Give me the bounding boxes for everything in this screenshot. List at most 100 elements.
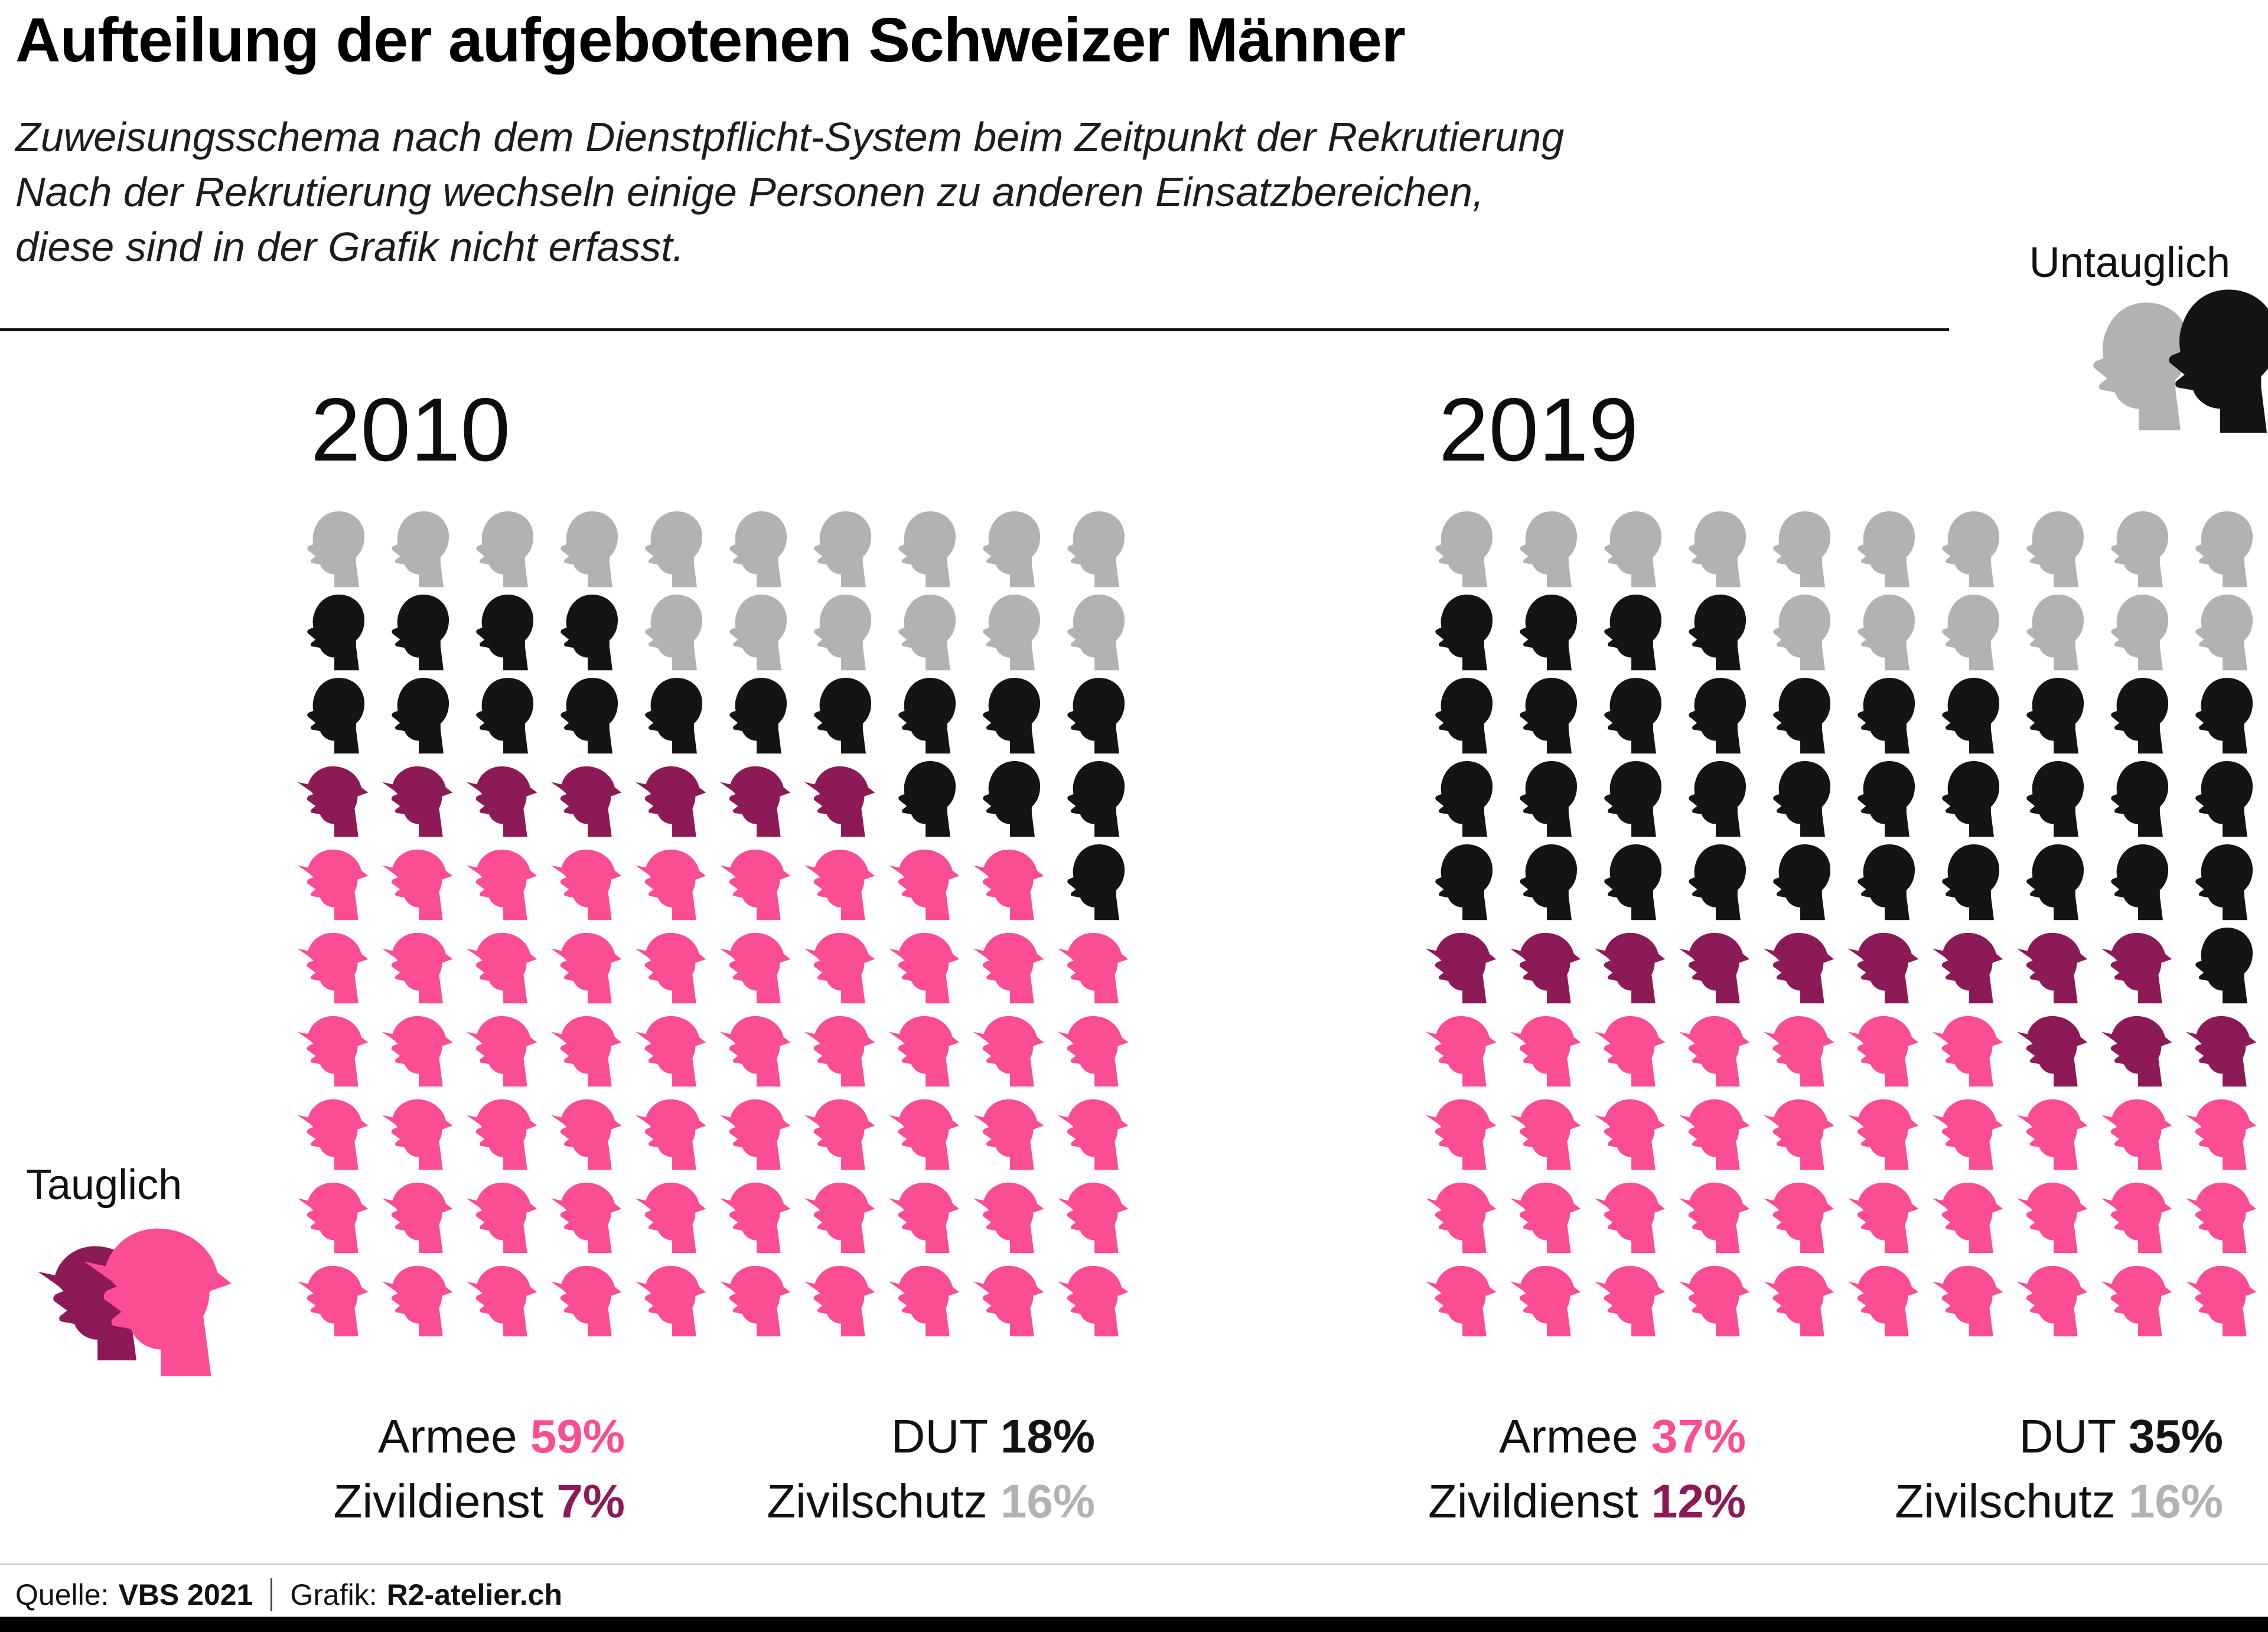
- head-icon: [295, 675, 370, 755]
- stat-value: 7%: [556, 1475, 625, 1527]
- head-icon: [1930, 675, 2005, 755]
- head-icon: [1508, 842, 1583, 922]
- head-icon: [633, 675, 708, 755]
- head-icon: [1592, 759, 1667, 838]
- helmet-head-icon: [380, 1175, 455, 1255]
- helmet-head-icon: [1508, 1258, 1583, 1338]
- head-icon: [380, 592, 455, 672]
- helmet-head-icon: [2099, 1258, 2174, 1338]
- head-icon: [1055, 675, 1130, 755]
- head-icon: [1846, 592, 1921, 672]
- head-icon: [1761, 509, 1836, 589]
- stats-column: Armee 37% Zivildienst 12%: [1380, 1404, 1746, 1534]
- head-icon: [2015, 592, 2090, 672]
- source-label: Quelle:: [15, 1578, 109, 1611]
- stat-line: DUT 35%: [1857, 1404, 2223, 1469]
- head-icon: [464, 509, 539, 589]
- helmet-head-icon: [802, 925, 877, 1005]
- helmet-head-icon: [1592, 1008, 1667, 1088]
- head-icon: [1508, 592, 1583, 672]
- head-icon: [380, 675, 455, 755]
- helmet-head-icon: [718, 1008, 793, 1088]
- head-icon: [2099, 842, 2174, 922]
- helmet-head-icon: [380, 842, 455, 922]
- helmet-head-icon: [971, 1008, 1046, 1088]
- stat-value: 59%: [530, 1410, 625, 1463]
- head-icon: [1677, 842, 1752, 922]
- helmet-head-icon: [1761, 1008, 1836, 1088]
- helmet-head-icon: [380, 925, 455, 1005]
- head-icon: [1761, 592, 1836, 672]
- helmet-head-icon: [2015, 1008, 2090, 1088]
- stats-column: DUT 35% Zivilschutz 16%: [1857, 1404, 2223, 1534]
- head-icon: [2184, 842, 2259, 922]
- helmet-head-icon: [1423, 1092, 1498, 1171]
- head-icon: [1761, 675, 1836, 755]
- head-icon: [1677, 675, 1752, 755]
- head-icon: [1508, 509, 1583, 589]
- helmet-head-icon: [1508, 1175, 1583, 1255]
- head-icon: [971, 675, 1046, 755]
- head-icon: [971, 759, 1046, 838]
- head-icon: [1508, 759, 1583, 838]
- helmet-head-icon: [1761, 1258, 1836, 1338]
- head-icon: [971, 592, 1046, 672]
- helmet-head-icon: [464, 1258, 539, 1338]
- helmet-head-icon: [549, 842, 624, 922]
- helmet-head-icon: [1055, 1008, 1130, 1088]
- helmet-head-icon: [1423, 1258, 1498, 1338]
- helmet-head-icon: [1508, 925, 1583, 1005]
- source-value: VBS 2021: [118, 1578, 253, 1611]
- helmet-head-icon: [295, 925, 370, 1005]
- head-icon: [1592, 842, 1667, 922]
- helmet-head-icon: [887, 925, 962, 1005]
- helmet-head-icon: [802, 1175, 877, 1255]
- stat-line: Zivilschutz 16%: [1857, 1469, 2223, 1534]
- head-icon: [971, 509, 1046, 589]
- helmet-head-icon: [2184, 1258, 2259, 1338]
- head-icon: [1930, 759, 2005, 838]
- head-icon: [2184, 925, 2259, 1005]
- helmet-head-icon: [1423, 1008, 1498, 1088]
- head-icon: [1592, 592, 1667, 672]
- helmet-head-icon: [464, 1175, 539, 1255]
- head-icon: [1930, 592, 2005, 672]
- helmet-head-icon: [1592, 1258, 1667, 1338]
- head-icon: [1508, 675, 1583, 755]
- head-icon: [802, 592, 877, 672]
- helmet-head-icon: [2015, 1092, 2090, 1171]
- helmet-head-icon: [633, 842, 708, 922]
- helmet-head-icon: [971, 842, 1046, 922]
- head-icon: [1846, 759, 1921, 838]
- helmet-head-icon: [1846, 1092, 1921, 1171]
- credit-value: R2-atelier.ch: [386, 1578, 562, 1611]
- helmet-head-icon: [464, 842, 539, 922]
- helmet-head-icon: [1055, 1258, 1130, 1338]
- helmet-head-icon: [887, 1175, 962, 1255]
- footer: Quelle: VBS 2021 Grafik: R2-atelier.ch: [15, 1578, 562, 1612]
- helmet-head-icon: [380, 759, 455, 838]
- head-icon: [2015, 509, 2090, 589]
- head-icon: [1846, 842, 1921, 922]
- helmet-head-icon: [1846, 1175, 1921, 1255]
- helmet-head-icon: [718, 1175, 793, 1255]
- helmet-head-icon: [1508, 1092, 1583, 1171]
- stat-value: 37%: [1651, 1410, 1746, 1463]
- head-icon: [887, 509, 962, 589]
- helmet-head-icon: [802, 842, 877, 922]
- head-icon: [2015, 759, 2090, 838]
- helmet-head-icon: [802, 1258, 877, 1338]
- helmet-head-icon: [887, 1092, 962, 1171]
- head-icon: [802, 675, 877, 755]
- head-icon: [1592, 509, 1667, 589]
- head-icon: [1423, 675, 1498, 755]
- head-icon: [718, 675, 793, 755]
- stats-column: DUT 18% Zivilschutz 16%: [729, 1404, 1095, 1534]
- helmet-head-icon: [802, 1092, 877, 1171]
- head-icon: [549, 509, 624, 589]
- head-icon: [1592, 675, 1667, 755]
- chart-year-2010: 2010: [311, 380, 511, 480]
- legend-untauglich-label: Untauglich: [2029, 239, 2230, 286]
- stat-label: Zivilschutz: [1895, 1475, 2129, 1527]
